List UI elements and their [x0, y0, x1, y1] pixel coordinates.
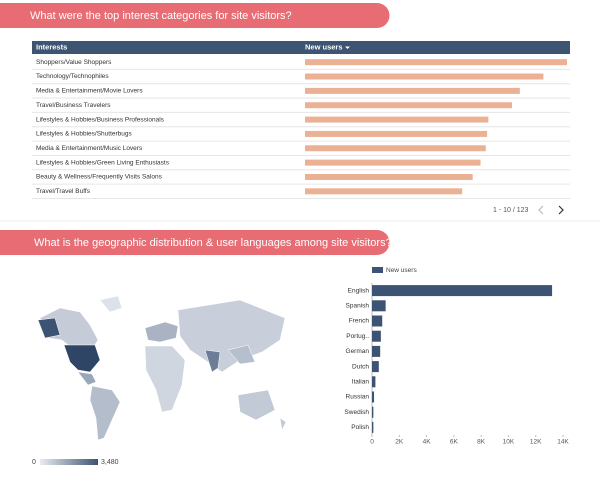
next-page[interactable]: [558, 205, 564, 215]
scale-max: 3,480: [101, 459, 119, 466]
bar: [372, 391, 375, 403]
section-title: What were the top interest categories fo…: [30, 10, 292, 22]
bar: [305, 59, 567, 66]
section-header: [0, 230, 390, 255]
bar: [372, 345, 381, 357]
bar: [372, 361, 379, 373]
table-header: [32, 41, 570, 54]
row-label: Shoppers/Value Shoppers: [36, 59, 112, 66]
column-header: New users: [305, 42, 343, 51]
x-tick-label: 0: [370, 439, 374, 446]
bar: [305, 73, 544, 80]
world-map: [37, 295, 287, 441]
x-tick-label: 12K: [530, 439, 542, 446]
y-tick-label: English: [348, 287, 370, 294]
row-label: Media & Entertainment/Music Lovers: [36, 145, 143, 152]
bar: [305, 173, 473, 180]
bar: [372, 315, 383, 327]
y-tick-label: German: [346, 348, 370, 355]
bar: [305, 188, 463, 195]
y-tick-label: Dutch: [352, 363, 369, 370]
y-tick-label: Russian: [346, 394, 370, 401]
row-label: Travel/Travel Buffs: [36, 188, 91, 195]
bar: [305, 87, 520, 94]
section-header: [0, 3, 390, 28]
y-tick-label: French: [349, 318, 370, 325]
legend-label: New users: [386, 267, 417, 274]
row-label: Lifestyles & Hobbies/Shutterbugs: [36, 131, 132, 138]
y-tick-label: Swedish: [344, 409, 369, 416]
scale-min: 0: [32, 459, 36, 466]
x-tick-label: 2K: [395, 439, 404, 446]
row-label: Lifestyles & Hobbies/Business Profession…: [36, 116, 165, 123]
x-tick-label: 6K: [450, 439, 459, 446]
y-tick-label: Italian: [352, 379, 370, 386]
bar: [305, 102, 512, 109]
column-header: Interests: [36, 42, 67, 51]
legend-swatch: [372, 267, 383, 273]
bar: [372, 330, 381, 342]
row-label: Media & Entertainment/Movie Lovers: [36, 88, 143, 95]
x-tick-label: 10K: [503, 439, 515, 446]
y-tick-label: Portug..: [346, 333, 369, 340]
pagination: 1 - 10 / 123: [493, 207, 529, 214]
sort-icon[interactable]: [345, 46, 350, 50]
bar: [305, 159, 481, 166]
bar: [372, 421, 374, 433]
x-tick-label: 14K: [557, 439, 569, 446]
row-label: Technology/Technophiles: [36, 73, 109, 80]
prev-page[interactable]: [538, 205, 544, 215]
color-scale: [40, 459, 98, 465]
bar: [372, 376, 376, 388]
row-label: Beauty & Wellness/Frequently Visits Salo…: [36, 174, 163, 181]
section-title: What is the geographic distribution & us…: [34, 237, 392, 249]
bar: [372, 406, 374, 418]
y-tick-label: Spanish: [346, 303, 370, 310]
x-tick-label: 8K: [477, 439, 486, 446]
bar: [372, 285, 553, 297]
bar: [305, 116, 489, 123]
bar: [305, 145, 486, 152]
row-label: Lifestyles & Hobbies/Green Living Enthus…: [36, 159, 170, 166]
bar: [372, 300, 386, 312]
y-tick-label: Polish: [351, 424, 369, 431]
bar: [305, 130, 488, 137]
x-tick-label: 4K: [423, 439, 432, 446]
row-label: Travel/Business Travelers: [36, 102, 111, 109]
